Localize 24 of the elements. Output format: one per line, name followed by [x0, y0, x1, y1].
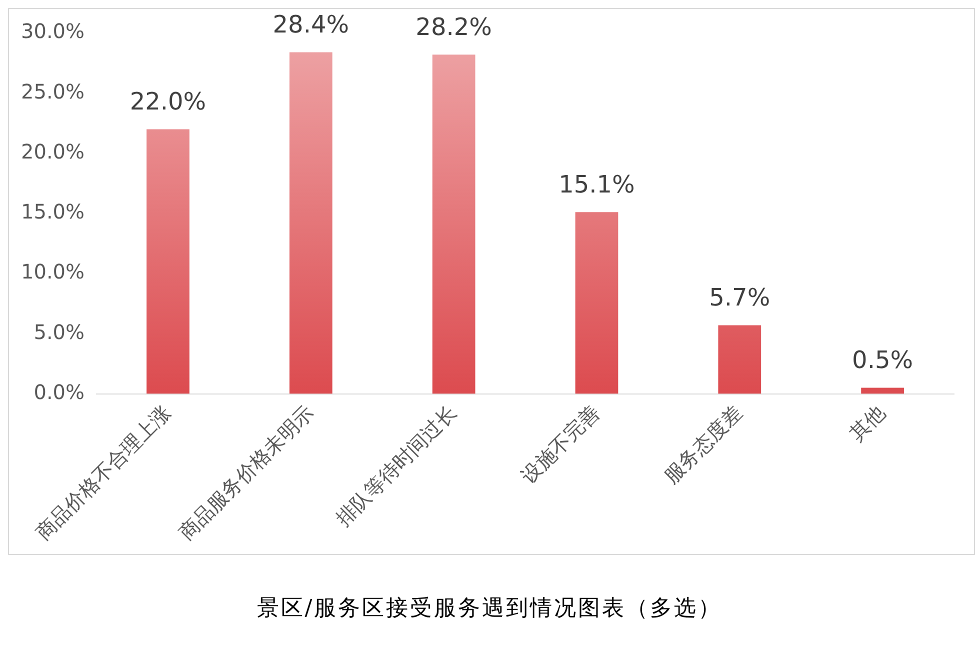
bar — [575, 212, 618, 394]
data-label: 28.4% — [272, 10, 350, 38]
bar — [861, 388, 904, 394]
y-tick-label: 10.0% — [20, 260, 85, 284]
data-label: 5.7% — [709, 283, 770, 312]
x-tick-label: 商品服务价格未明示 — [174, 400, 318, 545]
y-tick-label: 5.0% — [34, 320, 85, 344]
data-label: 22.0% — [130, 87, 206, 116]
bar — [146, 129, 190, 394]
x-tick-label: 设施不完善 — [516, 400, 604, 488]
y-tick-label: 20.0% — [20, 139, 85, 164]
y-tick-label: 30.0% — [20, 19, 85, 44]
y-tick-label: 15.0% — [20, 200, 85, 224]
bar — [718, 325, 762, 394]
data-label: 0.5% — [852, 346, 914, 374]
y-tick-label: 25.0% — [20, 79, 85, 104]
text: 景区/服务区接受服务遇到情况图表（多选） — [256, 595, 724, 623]
data-label: 28.2% — [416, 12, 492, 41]
x-tick-label: 其他 — [844, 400, 890, 446]
x-tick-label: 服务态度差 — [659, 400, 747, 488]
x-tick-label: 排队等待时间过长 — [330, 400, 462, 531]
bar — [432, 54, 476, 394]
bar — [289, 52, 332, 394]
data-label: 15.1% — [558, 170, 635, 198]
